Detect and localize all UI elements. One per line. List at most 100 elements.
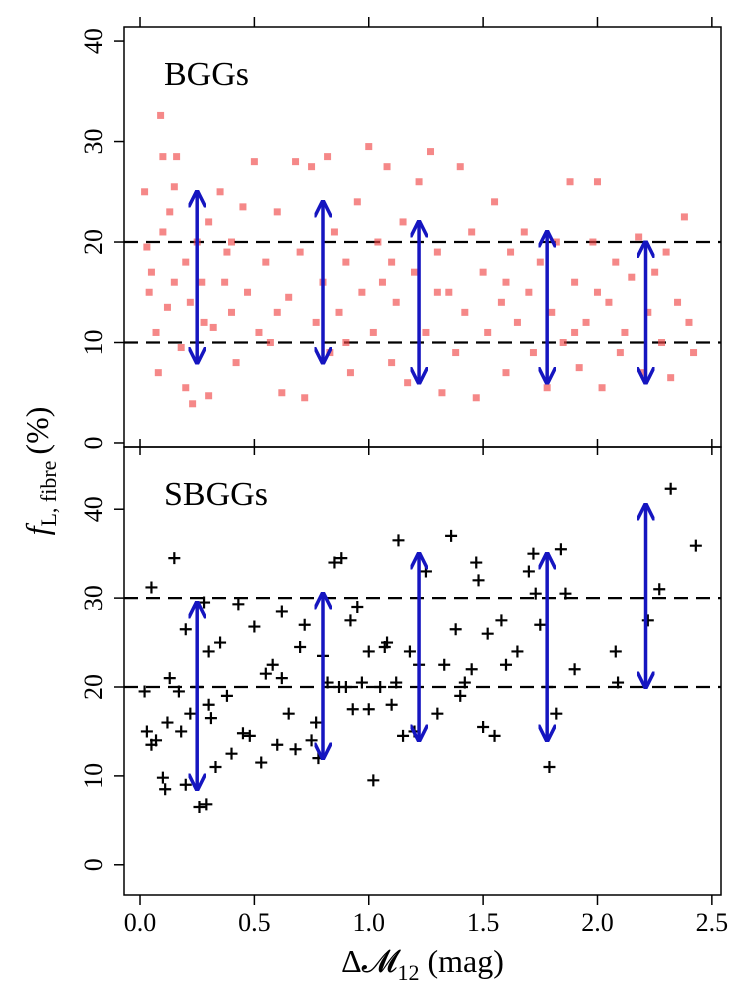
x-tick-label: 1.5 <box>467 908 500 937</box>
point <box>236 727 249 740</box>
point <box>472 394 480 402</box>
point <box>159 783 172 796</box>
point <box>507 248 515 256</box>
y-tick-label: 30 <box>79 129 108 155</box>
point <box>367 774 380 787</box>
point <box>177 344 185 352</box>
point <box>427 148 435 156</box>
point <box>374 238 382 246</box>
point <box>454 689 467 702</box>
point <box>182 384 190 392</box>
point <box>353 198 361 206</box>
point <box>662 248 670 256</box>
point <box>536 258 544 266</box>
point <box>552 238 560 246</box>
point <box>369 328 377 336</box>
point <box>390 676 403 689</box>
point <box>513 318 521 326</box>
point <box>175 725 188 738</box>
point <box>571 278 579 286</box>
point <box>522 565 535 578</box>
point <box>598 384 606 392</box>
point <box>554 543 567 556</box>
point <box>664 482 677 495</box>
point <box>499 658 512 671</box>
point <box>310 716 323 729</box>
y-tick-label: 30 <box>79 585 108 611</box>
point <box>189 400 197 408</box>
x-tick-label: 2.5 <box>696 908 729 937</box>
point <box>152 328 160 336</box>
point <box>621 328 629 336</box>
point <box>328 556 341 569</box>
point <box>566 178 574 186</box>
point <box>166 208 174 216</box>
point <box>392 534 405 547</box>
point <box>289 743 302 756</box>
point <box>433 248 441 256</box>
point <box>163 303 171 311</box>
point <box>248 620 261 633</box>
point <box>209 761 222 773</box>
point <box>200 318 208 326</box>
point <box>582 318 590 326</box>
point <box>285 293 293 301</box>
x-tick-label: 1.0 <box>352 908 385 937</box>
point <box>502 369 510 377</box>
point <box>326 349 334 357</box>
point <box>593 178 601 186</box>
point <box>445 529 458 542</box>
point <box>410 268 418 276</box>
point <box>534 618 547 631</box>
x-label-subscript: 12 <box>398 960 420 985</box>
point <box>628 273 636 281</box>
point <box>239 203 247 211</box>
point <box>477 721 490 733</box>
point <box>305 734 318 747</box>
point <box>223 248 231 256</box>
point <box>385 698 398 711</box>
point <box>228 308 236 316</box>
point <box>273 208 281 216</box>
point <box>609 645 622 658</box>
point <box>184 707 197 720</box>
point <box>419 565 432 578</box>
point <box>593 288 601 296</box>
panel-label: SBGGs <box>164 476 268 513</box>
point <box>186 298 194 306</box>
point <box>346 703 359 716</box>
point <box>198 278 206 286</box>
point <box>342 339 350 347</box>
point <box>275 672 288 685</box>
point <box>484 328 492 336</box>
point <box>255 328 263 336</box>
point <box>689 539 702 552</box>
point <box>339 681 352 693</box>
point <box>143 243 151 251</box>
panel-frame <box>123 446 722 896</box>
point <box>294 641 307 653</box>
point <box>374 681 387 693</box>
point <box>278 389 286 397</box>
point <box>568 663 581 676</box>
point <box>575 364 583 372</box>
point <box>205 218 213 226</box>
point <box>221 278 229 286</box>
point <box>262 258 270 266</box>
point <box>147 268 155 276</box>
point <box>392 298 400 306</box>
point <box>612 258 620 266</box>
x-tick-label: 2.0 <box>581 908 614 937</box>
point <box>680 213 688 221</box>
point <box>502 278 510 286</box>
x-label-symbol: Δ𝓜 <box>341 943 402 979</box>
point <box>548 308 556 316</box>
point <box>388 258 396 266</box>
y-tick-label: 10 <box>79 763 108 789</box>
point <box>150 734 163 747</box>
point <box>481 627 494 640</box>
point <box>362 703 375 716</box>
point <box>397 729 410 742</box>
point <box>452 349 460 357</box>
